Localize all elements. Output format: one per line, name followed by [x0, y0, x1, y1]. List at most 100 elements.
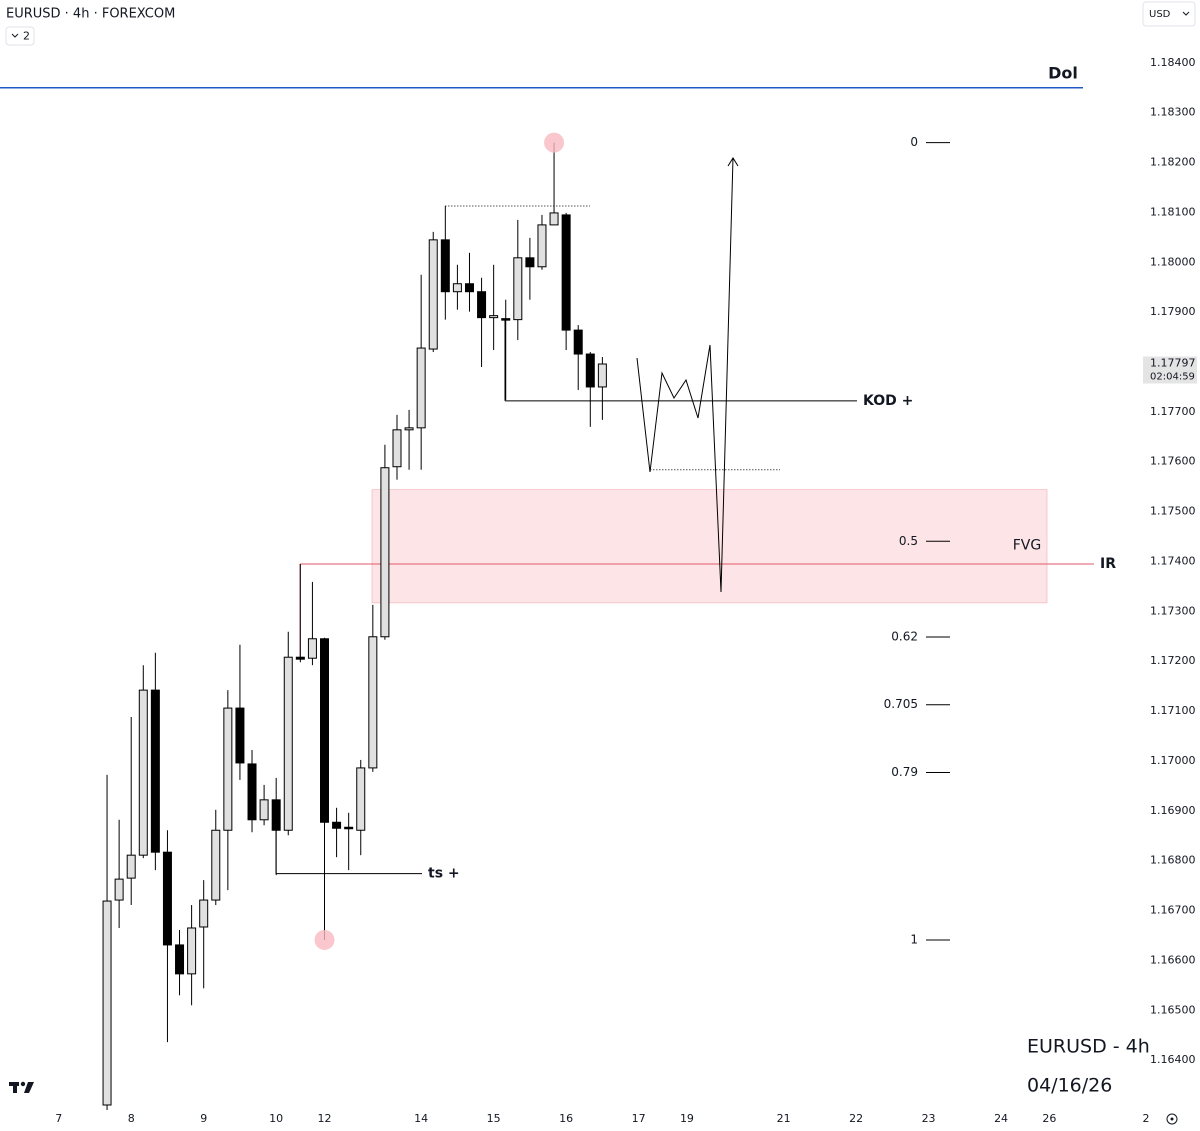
- y-tick-label: 1.16900: [1150, 804, 1196, 817]
- y-tick-label: 1.16600: [1150, 953, 1196, 966]
- projection-arrow: [727, 157, 739, 167]
- candle-body: [392, 429, 402, 468]
- candle-body: [187, 927, 197, 975]
- fib-label: 0.79: [891, 765, 918, 779]
- candle-body: [597, 363, 607, 388]
- candle-body: [332, 821, 342, 829]
- candle-body: [283, 656, 293, 831]
- y-tick-label: 1.18400: [1150, 56, 1196, 69]
- candle-body: [114, 878, 124, 901]
- candle-body: [150, 689, 160, 853]
- level-label: ts +: [428, 866, 460, 882]
- x-tick-label: 19: [680, 1112, 694, 1125]
- x-tick-label: 12: [318, 1112, 332, 1125]
- fib-label: 0.5: [899, 534, 918, 548]
- candle-body: [223, 707, 233, 831]
- level-label: IR: [1100, 556, 1116, 572]
- countdown: 02:04:59: [1150, 372, 1195, 383]
- candle-body: [199, 899, 209, 928]
- layouts-button[interactable]: [5, 26, 35, 46]
- y-tick-label: 1.17500: [1150, 505, 1196, 518]
- candle-body: [513, 257, 523, 321]
- swing-low-marker: [314, 929, 335, 950]
- logo: [9, 1081, 34, 1093]
- candle-body: [416, 347, 426, 429]
- y-tick-label: 1.17600: [1150, 455, 1196, 468]
- x-tick-label: 23: [922, 1112, 936, 1125]
- candle-body: [307, 638, 317, 659]
- candle-body: [356, 767, 366, 831]
- candle-body: [380, 467, 390, 638]
- currency: USD: [1149, 9, 1171, 20]
- currency-button[interactable]: [1142, 1, 1196, 27]
- symbol-title: EURUSD · 4h · FOREXCOM: [6, 7, 175, 22]
- fib-label: 1: [910, 932, 918, 946]
- swing-high-marker: [544, 132, 565, 153]
- y-tick-label: 1.17300: [1150, 604, 1196, 617]
- y-tick-label: 1.18200: [1150, 156, 1196, 169]
- candle-body: [126, 854, 136, 879]
- candle-body: [464, 283, 474, 293]
- x-tick-label: 17: [632, 1112, 646, 1125]
- candle-body: [428, 239, 438, 350]
- x-tick-label: 21: [777, 1112, 791, 1125]
- candle-body: [525, 257, 535, 268]
- candle-body: [344, 826, 354, 830]
- chevron: [1182, 11, 1190, 16]
- candle-body: [247, 763, 257, 821]
- chevron: [11, 33, 19, 38]
- fvg-zone: [371, 489, 1048, 604]
- y-tick-label: 1.17200: [1150, 654, 1196, 667]
- candle-body: [549, 212, 559, 226]
- y-tick-label: 1.17400: [1150, 554, 1196, 567]
- x-tick-label: 15: [487, 1112, 501, 1125]
- layouts-count: 2: [23, 30, 30, 43]
- candle-body: [162, 851, 172, 946]
- candle-body: [138, 689, 148, 856]
- x-tick-label: 22: [849, 1112, 863, 1125]
- candle-body: [102, 900, 112, 1106]
- candle-body: [440, 239, 450, 293]
- y-tick-label: 1.17000: [1150, 754, 1196, 767]
- projection-path: [636, 157, 734, 593]
- candle-body: [501, 318, 511, 321]
- level-label: Dol: [1048, 63, 1078, 82]
- candle-body: [368, 636, 378, 769]
- x-tick-label: 8: [128, 1112, 135, 1125]
- level-label: KOD +: [863, 393, 913, 409]
- y-tick-label: 1.17900: [1150, 305, 1196, 318]
- last-price: 1.17797: [1150, 357, 1196, 370]
- y-tick-label: 1.16500: [1150, 1003, 1196, 1016]
- candle-body: [489, 315, 499, 319]
- candle-body: [211, 829, 221, 901]
- watermark-title: EURUSD - 4h: [1027, 1036, 1150, 1058]
- candle-body: [271, 799, 281, 831]
- candle-body: [477, 291, 487, 319]
- y-tick-label: 1.16700: [1150, 904, 1196, 917]
- candle-body: [320, 638, 330, 823]
- fib-label: 0: [910, 135, 918, 149]
- x-tick-label: 16: [559, 1112, 573, 1125]
- fvg-label: FVG: [1013, 538, 1041, 554]
- last-price-tag: [1143, 356, 1197, 384]
- x-tick-label: 24: [994, 1112, 1008, 1125]
- y-tick-label: 1.17100: [1150, 704, 1196, 717]
- x-tick-label: 14: [414, 1112, 428, 1125]
- y-tick-label: 1.16400: [1150, 1053, 1196, 1066]
- x-tick-label: 10: [269, 1112, 283, 1125]
- candle-body: [585, 353, 595, 388]
- fib-label: 0.62: [891, 629, 918, 643]
- candle-body: [259, 799, 269, 821]
- settings-icon[interactable]: [1166, 1113, 1178, 1125]
- candle-body: [537, 224, 547, 268]
- y-tick-label: 1.18000: [1150, 255, 1196, 268]
- y-tick-label: 1.17700: [1150, 405, 1196, 418]
- y-tick-label: 1.16800: [1150, 854, 1196, 867]
- candle-body: [175, 944, 185, 975]
- candle-body: [235, 707, 245, 764]
- x-tick-label: 26: [1042, 1112, 1056, 1125]
- x-tick-label: 7: [55, 1112, 62, 1125]
- candle-body: [404, 427, 414, 431]
- y-tick-label: 1.18300: [1150, 106, 1196, 119]
